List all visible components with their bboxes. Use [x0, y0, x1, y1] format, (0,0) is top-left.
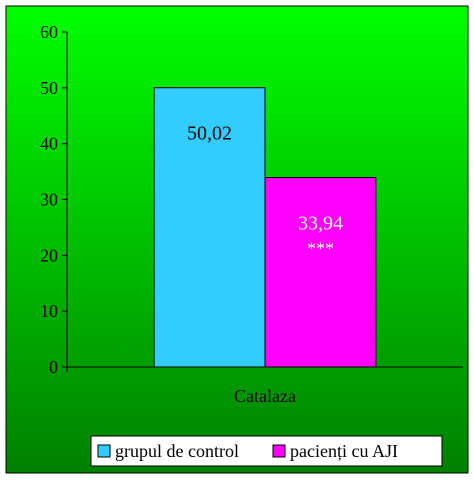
legend-swatch [97, 444, 111, 458]
plot-area: 0 10 20 30 40 50 60 50,02 33,94 *** Catalaza [40, 22, 463, 406]
y-tick-label: 50 [40, 78, 58, 98]
bar-pacienți-cu-AJI [264, 177, 377, 368]
y-tick-label: 10 [40, 301, 58, 321]
x-category-label: Catalaza [234, 386, 296, 406]
y-tick-label: 60 [40, 22, 58, 42]
bar-grupul-de-control [153, 87, 266, 368]
significance-annotation: *** [307, 239, 334, 259]
legend-entry: pacienți cu AJI [290, 441, 398, 461]
data-label: 33,94 [298, 213, 343, 235]
data-label: 50,02 [187, 123, 232, 145]
legend: grupul de control pacienți cu AJI [90, 435, 443, 467]
legend-entry: grupul de control [115, 441, 239, 461]
legend-swatch [272, 444, 286, 458]
y-tick-label: 20 [40, 245, 58, 265]
legend-box [90, 435, 443, 467]
y-tick-label: 40 [40, 134, 58, 154]
y-tick-label: 0 [49, 357, 58, 377]
y-tick-label: 30 [40, 190, 58, 210]
